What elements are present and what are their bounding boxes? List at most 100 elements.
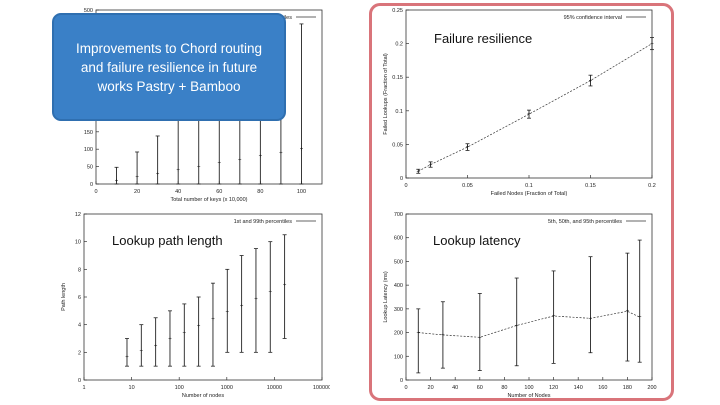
- data-point: +: [638, 315, 642, 321]
- y-tick-label: 700: [394, 212, 403, 218]
- y-tick-label: 0: [400, 378, 403, 384]
- data-point: +: [589, 316, 593, 322]
- y-tick-label: 300: [394, 307, 403, 313]
- x-tick-label: 40: [175, 189, 181, 195]
- failure-resilience-title: Failure resilience: [434, 31, 533, 46]
- x-tick-label: 0: [94, 189, 97, 195]
- data-point: +: [589, 79, 593, 85]
- data-point: +: [478, 335, 482, 341]
- legend-label: 1st and 99th percentiles: [234, 219, 293, 225]
- y-tick-label: 200: [394, 331, 403, 337]
- series-line: [418, 310, 640, 338]
- y-tick-label: 0.1: [395, 109, 403, 115]
- y-tick-label: 400: [394, 283, 403, 289]
- lookup-latency-title: Lookup latency: [433, 233, 521, 248]
- data-point: +: [125, 354, 129, 360]
- x-axis-label: Total number of keys (x 10,000): [170, 197, 247, 203]
- x-tick-label: 0.2: [648, 183, 656, 189]
- x-tick-label: 40: [452, 385, 458, 391]
- data-point: +: [197, 165, 201, 171]
- x-tick-label: 100: [524, 385, 533, 391]
- y-tick-label: 0: [90, 182, 93, 188]
- x-tick-label: 120: [549, 385, 558, 391]
- y-axis-label: Lookup Latency (ms): [383, 271, 389, 323]
- x-tick-label: 0.15: [585, 183, 596, 189]
- y-tick-label: 100: [84, 147, 93, 153]
- data-point: +: [211, 317, 215, 323]
- x-axis-label: Failed Nodes (Fraction of Total): [491, 191, 568, 197]
- y-tick-label: 8: [78, 267, 81, 273]
- y-tick-label: 500: [84, 8, 93, 14]
- y-tick-label: 2: [78, 350, 81, 356]
- data-point: +: [259, 154, 263, 160]
- y-tick-label: 0.2: [395, 42, 403, 48]
- legend-label: 95% confidence interval: [564, 15, 622, 21]
- data-point: +: [626, 309, 630, 315]
- chart-lookup-latency: 0 20 40 60 80 100 120 140 160 180 200 0 100 200 300 400…: [383, 212, 657, 399]
- data-point: +: [218, 161, 222, 167]
- data-point: +: [279, 151, 283, 157]
- y-tick-label: 500: [394, 259, 403, 265]
- x-tick-label: 20: [428, 385, 434, 391]
- x-tick-label: 1: [82, 385, 85, 391]
- y-tick-label: 0: [400, 176, 403, 182]
- y-tick-label: 10: [75, 240, 81, 246]
- data-point: +: [429, 163, 433, 169]
- callout-text: Improvements to Chord routing and failur…: [75, 40, 263, 94]
- x-tick-label: 80: [257, 189, 263, 195]
- y-axis-label: Failed Lookups (Fraction of Total): [383, 53, 389, 135]
- data-point: +: [140, 349, 144, 355]
- y-tick-label: 6: [78, 295, 81, 301]
- highlight-frame: [369, 3, 674, 401]
- x-tick-label: 0: [404, 183, 407, 189]
- data-point: +: [300, 147, 304, 153]
- x-tick-label: 60: [216, 189, 222, 195]
- data-point: +: [254, 296, 258, 302]
- data-point: +: [283, 283, 287, 289]
- y-tick-label: 0.25: [392, 8, 403, 14]
- legend-label: 5th, 50th, and 95th percentiles: [548, 219, 622, 225]
- data-point: +: [466, 145, 470, 151]
- data-point: +: [441, 333, 445, 339]
- x-tick-label: 100: [297, 189, 306, 195]
- x-axis-label: Number of Nodes: [507, 393, 550, 399]
- x-tick-label: 180: [623, 385, 632, 391]
- x-tick-label: 10: [129, 385, 135, 391]
- chart-failure-resilience: 0 0.05 0.1 0.15 0.2 0 0.05 0.1 0.15 0.2 0.25 Failed…: [383, 8, 656, 197]
- x-tick-label: 100: [175, 385, 184, 391]
- y-tick-label: 0.15: [392, 75, 403, 81]
- y-tick-label: 4: [78, 323, 81, 329]
- y-tick-label: 0: [78, 378, 81, 384]
- y-tick-label: 600: [394, 236, 403, 242]
- data-point: +: [238, 158, 242, 164]
- path-length-title: Lookup path length: [112, 233, 223, 248]
- x-tick-label: 0: [404, 385, 407, 391]
- y-tick-label: 0.05: [392, 142, 403, 148]
- y-tick-label: 150: [84, 130, 93, 136]
- x-axis-label: Number of nodes: [182, 393, 224, 399]
- data-point: +: [417, 169, 421, 175]
- data-point: +: [527, 112, 531, 118]
- x-tick-label: 200: [647, 385, 656, 391]
- data-point: +: [183, 331, 187, 337]
- data-point: +: [168, 337, 172, 343]
- x-tick-label: 60: [477, 385, 483, 391]
- x-tick-label: 20: [134, 189, 140, 195]
- x-tick-label: 160: [598, 385, 607, 391]
- data-point: +: [650, 42, 654, 48]
- data-point: +: [417, 331, 421, 337]
- x-tick-label: 100000: [313, 385, 330, 391]
- data-point: +: [135, 175, 139, 181]
- x-tick-label: 140: [574, 385, 583, 391]
- x-tick-label: 0.1: [525, 183, 533, 189]
- data-point: +: [226, 310, 230, 316]
- y-tick-label: 12: [75, 212, 81, 218]
- data-point: +: [154, 343, 158, 349]
- data-point: +: [176, 168, 180, 174]
- data-point: +: [552, 314, 556, 320]
- data-point: +: [269, 289, 273, 295]
- series-line: [418, 43, 653, 172]
- y-axis-label: Path length: [61, 283, 67, 311]
- data-point: +: [115, 179, 119, 185]
- x-tick-label: 80: [501, 385, 507, 391]
